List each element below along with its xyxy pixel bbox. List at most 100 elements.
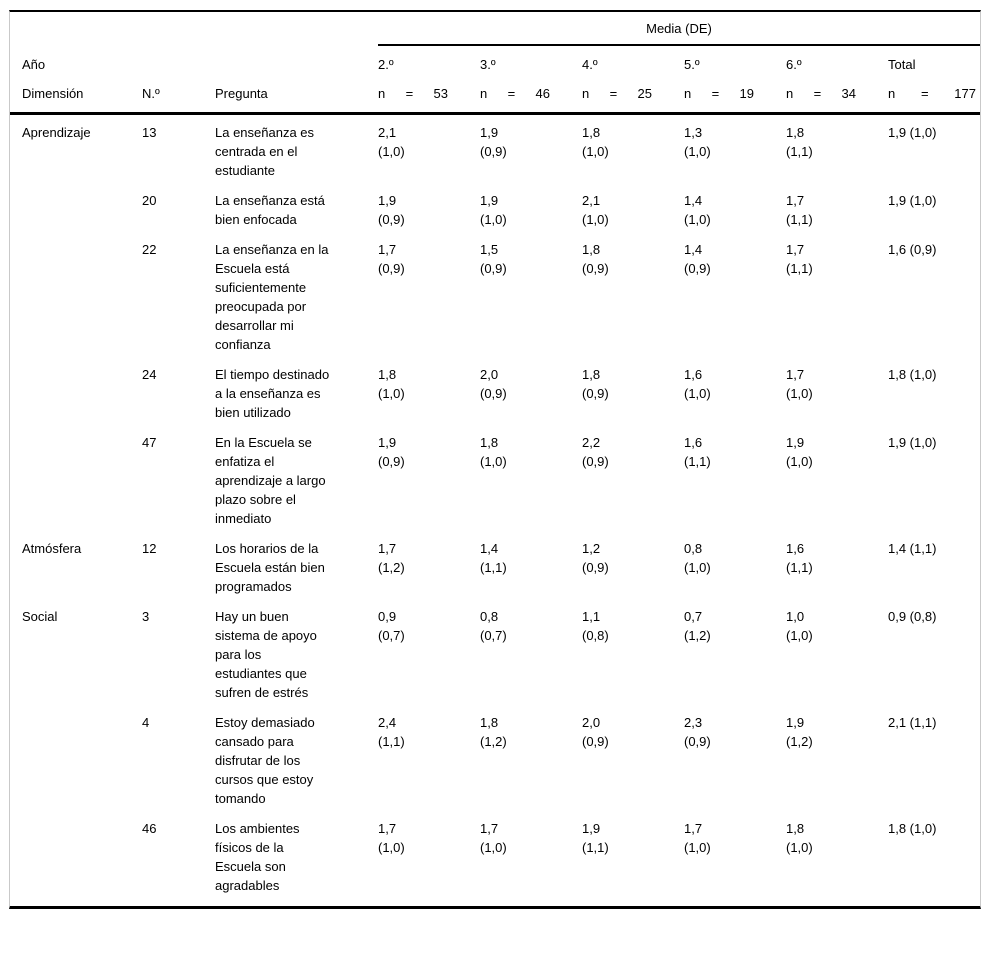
cell-mean-sd-year-2: 1,8 (1,0): [378, 367, 405, 401]
cell-total-mean-sd: 2,1 (1,1): [888, 715, 937, 730]
cell-mean-sd-year-3: 1,7 (1,0): [480, 821, 507, 855]
n-count-year-5: n = 19: [684, 86, 754, 101]
cell-mean-sd-year-6: 1,8 (1,1): [786, 125, 813, 159]
table-row: 22 La enseñanza en la Escuela está sufic…: [22, 240, 980, 365]
cell-mean-sd-year-4: 2,0 (0,9): [582, 715, 609, 749]
cell-mean-sd-year-2: 1,9 (0,9): [378, 435, 405, 469]
cell-mean-sd-year-4: 1,1 (0,8): [582, 609, 609, 643]
cell-total-mean-sd: 1,9 (1,0): [888, 193, 937, 208]
cell-question-text: La enseñanza es centrada en el estudiant…: [215, 125, 315, 178]
cell-total-mean-sd: 0,9 (0,8): [888, 609, 937, 624]
numero-label: N.º: [142, 86, 160, 101]
cell-mean-sd-year-4: 1,9 (1,1): [582, 821, 609, 855]
cell-mean-sd-year-3: 1,4 (1,1): [480, 541, 507, 575]
results-table: Media (DE) Año 2.º 3.º 4.º 5.º 6.º Total…: [9, 10, 981, 909]
cell-mean-sd-year-5: 1,6 (1,1): [684, 435, 711, 469]
cell-total-mean-sd: 1,9 (1,0): [888, 125, 937, 140]
cell-mean-sd-year-4: 1,8 (0,9): [582, 242, 609, 276]
cell-total-mean-sd: 1,4 (1,1): [888, 541, 937, 556]
cell-mean-sd-year-6: 1,9 (1,2): [786, 715, 813, 749]
col-header-total: Total: [888, 57, 916, 72]
cell-question-text: Hay un buen sistema de apoyo para los es…: [215, 609, 317, 700]
page: Media (DE) Año 2.º 3.º 4.º 5.º 6.º Total…: [9, 10, 981, 909]
cell-question-text: Los horarios de la Escuela están bien pr…: [215, 541, 325, 594]
cell-question-number: 4: [142, 715, 150, 730]
table-row: 47 En la Escuela se enfatiza el aprendiz…: [22, 433, 980, 539]
cell-mean-sd-year-6: 1,7 (1,1): [786, 242, 813, 276]
cell-question-number: 3: [142, 609, 150, 624]
media-header-spacer: [10, 12, 378, 46]
cell-mean-sd-year-2: 0,9 (0,7): [378, 609, 405, 643]
cell-mean-sd-year-6: 1,0 (1,0): [786, 609, 813, 643]
cell-question-text: La enseñanza está bien enfocada: [215, 193, 325, 227]
cell-mean-sd-year-3: 1,8 (1,0): [480, 435, 507, 469]
cell-question-text: Los ambientes físicos de la Escuela son …: [215, 821, 300, 893]
n-count-year-6: n = 34: [786, 86, 856, 101]
cell-mean-sd-year-2: 1,7 (1,0): [378, 821, 405, 855]
cell-question-number: 20: [142, 193, 157, 208]
cell-mean-sd-year-3: 0,8 (0,7): [480, 609, 507, 643]
cell-mean-sd-year-5: 1,7 (1,0): [684, 821, 711, 855]
col-header-year-2: 2.º: [378, 57, 394, 72]
cell-mean-sd-year-4: 1,8 (0,9): [582, 367, 609, 401]
cell-question-number: 46: [142, 821, 157, 836]
n-count-year-4: n = 25: [582, 86, 652, 101]
table-row: 4 Estoy demasiado cansado para disfrutar…: [22, 713, 980, 819]
dimension-label: Dimensión: [22, 86, 84, 101]
cell-mean-sd-year-3: 1,9 (0,9): [480, 125, 507, 159]
cell-mean-sd-year-3: 1,9 (1,0): [480, 193, 507, 227]
cell-mean-sd-year-6: 1,9 (1,0): [786, 435, 813, 469]
cell-question-text: En la Escuela se enfatiza el aprendizaje…: [215, 435, 326, 526]
table-body: Aprendizaje 13 La enseñanza es centrada …: [10, 115, 980, 906]
cell-mean-sd-year-6: 1,8 (1,0): [786, 821, 813, 855]
cell-mean-sd-year-3: 1,8 (1,2): [480, 715, 507, 749]
media-de-header: Media (DE): [378, 12, 980, 46]
cell-mean-sd-year-2: 1,7 (1,2): [378, 541, 405, 575]
cell-total-mean-sd: 1,9 (1,0): [888, 435, 937, 450]
cell-dimension: Aprendizaje: [22, 125, 91, 140]
cell-mean-sd-year-6: 1,7 (1,0): [786, 367, 813, 401]
n-count-year-2: n = 53: [378, 86, 448, 101]
cell-mean-sd-year-5: 0,7 (1,2): [684, 609, 711, 643]
cell-mean-sd-year-5: 1,4 (0,9): [684, 242, 711, 276]
table-header: Media (DE) Año 2.º 3.º 4.º 5.º 6.º Total…: [10, 12, 980, 115]
table-row: 24 El tiempo destinado a la enseñanza es…: [22, 365, 980, 433]
n-header-row: Dimensión N.º Pregunta n = 53 n = 46 n = 25 n =…: [10, 74, 980, 112]
cell-mean-sd-year-6: 1,6 (1,1): [786, 541, 813, 575]
cell-mean-sd-year-5: 0,8 (1,0): [684, 541, 711, 575]
cell-mean-sd-year-5: 1,3 (1,0): [684, 125, 711, 159]
cell-total-mean-sd: 1,6 (0,9): [888, 242, 937, 257]
cell-total-mean-sd: 1,8 (1,0): [888, 821, 937, 836]
table-row: 46 Los ambientes físicos de la Escuela s…: [22, 819, 980, 906]
cell-question-number: 47: [142, 435, 157, 450]
table-row: Atmósfera 12 Los horarios de la Escuela …: [22, 539, 980, 607]
table-row: 20 La enseñanza está bien enfocada 1,9 (…: [22, 191, 980, 240]
cell-mean-sd-year-5: 2,3 (0,9): [684, 715, 711, 749]
cell-mean-sd-year-4: 2,2 (0,9): [582, 435, 609, 469]
cell-dimension: Social: [22, 609, 58, 624]
col-header-year-5: 5.º: [684, 57, 700, 72]
pregunta-label: Pregunta: [215, 86, 268, 101]
cell-question-number: 24: [142, 367, 157, 382]
col-header-year-6: 6.º: [786, 57, 802, 72]
col-header-year-4: 4.º: [582, 57, 598, 72]
cell-total-mean-sd: 1,8 (1,0): [888, 367, 937, 382]
col-header-year-3: 3.º: [480, 57, 496, 72]
cell-mean-sd-year-4: 1,2 (0,9): [582, 541, 609, 575]
cell-question-text: La enseñanza en la Escuela está suficien…: [215, 242, 329, 352]
ano-label: Año: [22, 57, 46, 72]
cell-mean-sd-year-5: 1,4 (1,0): [684, 193, 711, 227]
n-count-total: n = 177: [888, 86, 976, 101]
cell-mean-sd-year-2: 2,4 (1,1): [378, 715, 405, 749]
cell-question-text: El tiempo destinado a la enseñanza es bi…: [215, 367, 330, 420]
table-row: Aprendizaje 13 La enseñanza es centrada …: [22, 123, 980, 191]
cell-dimension: Atmósfera: [22, 541, 82, 556]
cell-question-number: 12: [142, 541, 157, 556]
cell-mean-sd-year-4: 2,1 (1,0): [582, 193, 609, 227]
cell-question-number: 13: [142, 125, 157, 140]
n-count-year-3: n = 46: [480, 86, 550, 101]
cell-question-number: 22: [142, 242, 157, 257]
cell-mean-sd-year-5: 1,6 (1,0): [684, 367, 711, 401]
cell-mean-sd-year-2: 1,7 (0,9): [378, 242, 405, 276]
cell-mean-sd-year-3: 1,5 (0,9): [480, 242, 507, 276]
